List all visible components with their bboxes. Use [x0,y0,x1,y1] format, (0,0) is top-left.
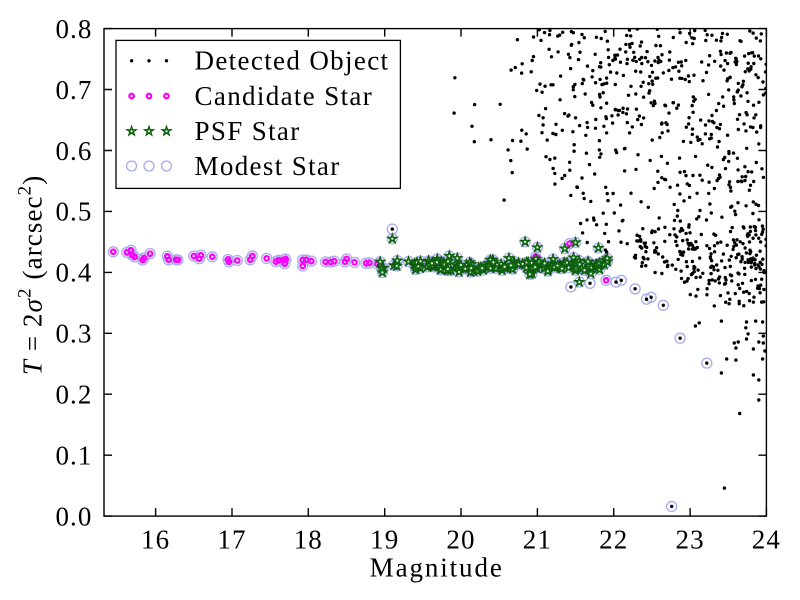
svg-text:Detected Object: Detected Object [195,46,390,76]
svg-text:0.6: 0.6 [55,136,92,166]
svg-text:Candidate Star: Candidate Star [195,81,374,111]
svg-text:23: 23 [675,525,704,555]
svg-text:21: 21 [523,525,552,555]
svg-text:0.5: 0.5 [55,197,92,227]
svg-text:20: 20 [446,525,475,555]
svg-text:0.1: 0.1 [55,441,92,471]
svg-text:0.2: 0.2 [55,380,92,410]
svg-text:T = 2σ2 (arcsec2): T = 2σ2 (arcsec2) [15,175,48,375]
svg-text:19: 19 [370,525,399,555]
svg-text:17: 17 [217,525,246,555]
svg-text:22: 22 [599,525,628,555]
svg-text:PSF Star: PSF Star [195,116,301,146]
svg-text:0.8: 0.8 [55,14,92,44]
svg-text:0.3: 0.3 [55,319,92,349]
svg-text:24: 24 [752,525,781,555]
svg-text:0.0: 0.0 [55,501,92,531]
svg-text:Modest Star: Modest Star [195,151,341,181]
svg-text:0.4: 0.4 [55,258,92,288]
svg-text:16: 16 [141,525,170,555]
svg-text:0.7: 0.7 [55,75,92,105]
svg-text:18: 18 [294,525,323,555]
svg-text:Magnitude: Magnitude [370,553,504,583]
